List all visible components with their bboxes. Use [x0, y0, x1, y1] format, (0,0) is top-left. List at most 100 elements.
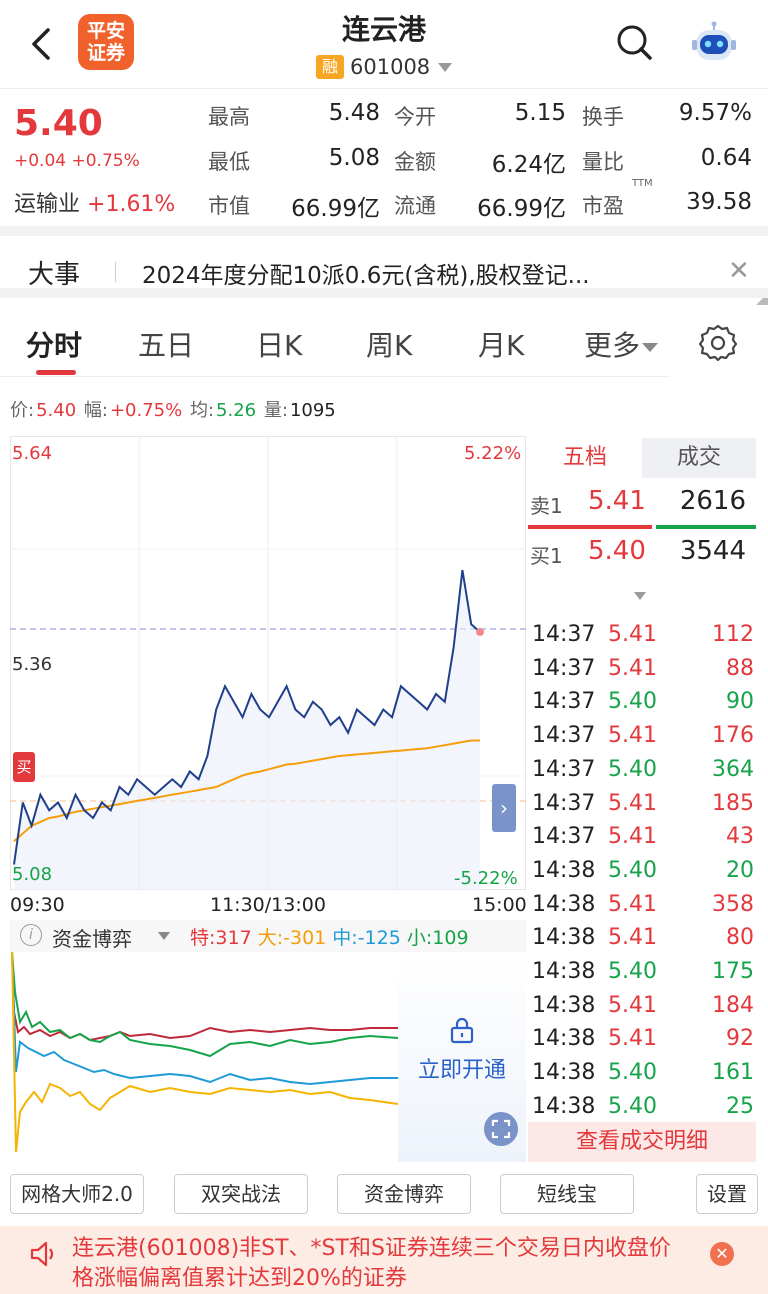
trade-row: 14:37 5.41 112 — [530, 618, 756, 652]
price-label: 价: — [10, 400, 35, 421]
search-icon[interactable] — [614, 22, 654, 62]
price-value: 5.40 — [36, 400, 77, 421]
y-axis-top: 5.64 — [12, 443, 53, 464]
medium-value: 中:-125 — [332, 927, 401, 949]
tab-more-label: 更多 — [584, 329, 641, 362]
trade-row: 14:38 5.41 358 — [530, 888, 756, 922]
trade-row: 14:37 5.40 90 — [530, 685, 756, 719]
volume-label: 量: — [263, 400, 288, 421]
price-line — [13, 569, 481, 865]
chevron-down-icon — [642, 342, 659, 352]
buy1-label: 买1 — [530, 544, 563, 568]
trade-row: 14:38 5.40 161 — [530, 1056, 756, 1090]
crosshair-info: 价: 5.40 幅: +0.75% 均: 5.26 量: 1095 — [10, 396, 338, 422]
trade-time: 14:37 — [532, 790, 596, 816]
back-arrow-icon[interactable] — [22, 24, 62, 64]
lock-icon — [450, 1017, 474, 1044]
sell1-volume: 2616 — [679, 486, 746, 516]
last-price-dot — [476, 628, 484, 636]
sell1-label: 卖1 — [530, 494, 563, 518]
y-axis-bottom: 5.08 — [12, 864, 53, 885]
buy-marker[interactable]: 买 — [13, 752, 35, 782]
unlock-panel[interactable]: 立即开通 — [398, 952, 526, 1162]
trade-volume: 80 — [726, 925, 754, 951]
tab-weekly-k[interactable]: 周K — [366, 329, 413, 362]
trade-volume: 88 — [726, 655, 754, 681]
stock-code-selector[interactable]: 融 601008 — [316, 54, 453, 80]
grid-master-button[interactable]: 网格大师2.0 — [10, 1174, 144, 1214]
tab-more[interactable]: 更多 — [584, 324, 659, 364]
chevron-down-icon[interactable] — [158, 932, 170, 940]
open-label: 今开 — [394, 105, 436, 129]
turnover-value: 9.57% — [678, 100, 752, 126]
warning-banner[interactable]: 连云港(601008)非ST、*ST和S证券连续三个交易日内收盘价格涨幅偏离值累… — [0, 1226, 768, 1294]
trade-price: 5.41 — [608, 1026, 657, 1052]
divider — [115, 262, 116, 282]
trade-volume: 43 — [726, 824, 754, 850]
view-trade-details-button[interactable]: 查看成交明细 — [528, 1122, 756, 1162]
close-icon[interactable]: ✕ — [710, 1242, 734, 1266]
buy1-row: 买1 5.40 3544 — [528, 532, 756, 576]
close-icon[interactable]: ✕ — [728, 256, 750, 286]
trade-price: 5.41 — [608, 622, 657, 647]
event-bar[interactable]: 大事 2024年度分配10派0.6元(含税),股权登记... ✕ — [0, 226, 768, 298]
trade-time: 14:37 — [532, 622, 596, 647]
trade-row: 14:37 5.41 88 — [530, 652, 756, 686]
robot-assistant-icon[interactable] — [690, 20, 738, 68]
trade-price: 5.40 — [608, 959, 657, 984]
sector-change[interactable]: 运输业 +1.61% — [14, 186, 175, 218]
tools-row: 网格大师2.0 双突战法 资金博弈 短线宝 设置 — [0, 1166, 768, 1222]
tab-five-day[interactable]: 五日 — [138, 329, 195, 362]
trade-row: 14:37 5.40 364 — [530, 753, 756, 787]
trade-volume: 358 — [712, 891, 754, 917]
time-label-open: 09:30 — [10, 894, 65, 916]
special-flow-line — [11, 952, 398, 1042]
broker-logo: 平安证券 — [78, 14, 134, 70]
gear-icon[interactable] — [698, 322, 738, 362]
turnover-label: 换手 — [582, 105, 624, 129]
capital-game-button[interactable]: 资金博弈 — [337, 1174, 471, 1214]
short-term-button[interactable]: 短线宝 — [500, 1174, 634, 1214]
trade-time: 14:38 — [532, 959, 596, 984]
tab-monthly-k[interactable]: 月K — [478, 329, 525, 362]
tab-intraday[interactable]: 分时 — [26, 329, 83, 362]
chart-period-tabs: 分时 五日 日K 周K 月K 更多 — [0, 308, 768, 378]
amount-label: 金额 — [394, 150, 436, 174]
sell1-row: 卖1 5.41 2616 — [528, 482, 756, 526]
open-value: 5.15 — [514, 100, 566, 126]
trade-volume: 176 — [712, 723, 754, 749]
trade-volume: 25 — [726, 1093, 754, 1119]
intraday-chart[interactable] — [10, 436, 526, 890]
average-label: 均: — [189, 400, 215, 421]
last-price: 5.40 — [14, 103, 103, 144]
trade-volume: 92 — [726, 1026, 754, 1052]
trade-time: 14:38 — [532, 925, 596, 951]
tab-daily-k[interactable]: 日K — [256, 329, 303, 362]
capital-flow-title[interactable]: 资金博弈 — [52, 927, 132, 951]
pct-axis-bottom: -5.22% — [454, 868, 518, 889]
trade-price: 5.40 — [608, 1093, 657, 1119]
trade-row: 14:38 5.40 25 — [530, 1090, 756, 1124]
large-value: 大:-301 — [257, 927, 327, 949]
divider — [0, 376, 670, 377]
trade-volume: 112 — [712, 622, 754, 647]
chevron-down-icon[interactable] — [634, 592, 646, 600]
trade-volume: 161 — [712, 1060, 754, 1086]
tab-trades[interactable]: 成交 — [642, 438, 756, 478]
chevron-right-icon[interactable]: › — [492, 784, 516, 832]
low-label: 最低 — [208, 150, 250, 174]
order-book-tabs: 五档 成交 — [528, 438, 756, 478]
trade-volume: 175 — [712, 959, 754, 984]
info-icon[interactable]: i — [20, 924, 42, 946]
settings-button[interactable]: 设置 — [696, 1174, 758, 1214]
trade-price: 5.41 — [608, 891, 657, 917]
amount-value: 6.24亿 — [491, 152, 566, 178]
tab-five-levels[interactable]: 五档 — [528, 438, 642, 478]
event-text: 2024年度分配10派0.6元(含税),股权登记... — [142, 263, 590, 289]
fullscreen-icon[interactable] — [484, 1112, 518, 1146]
unlock-now-button[interactable]: 立即开通 — [417, 1058, 506, 1083]
double-breakout-button[interactable]: 双突战法 — [174, 1174, 308, 1214]
trade-volume: 20 — [726, 857, 754, 883]
trade-volume: 364 — [712, 756, 754, 782]
warning-text: 连云港(601008)非ST、*ST和S证券连续三个交易日内收盘价格涨幅偏离值累… — [72, 1236, 671, 1291]
